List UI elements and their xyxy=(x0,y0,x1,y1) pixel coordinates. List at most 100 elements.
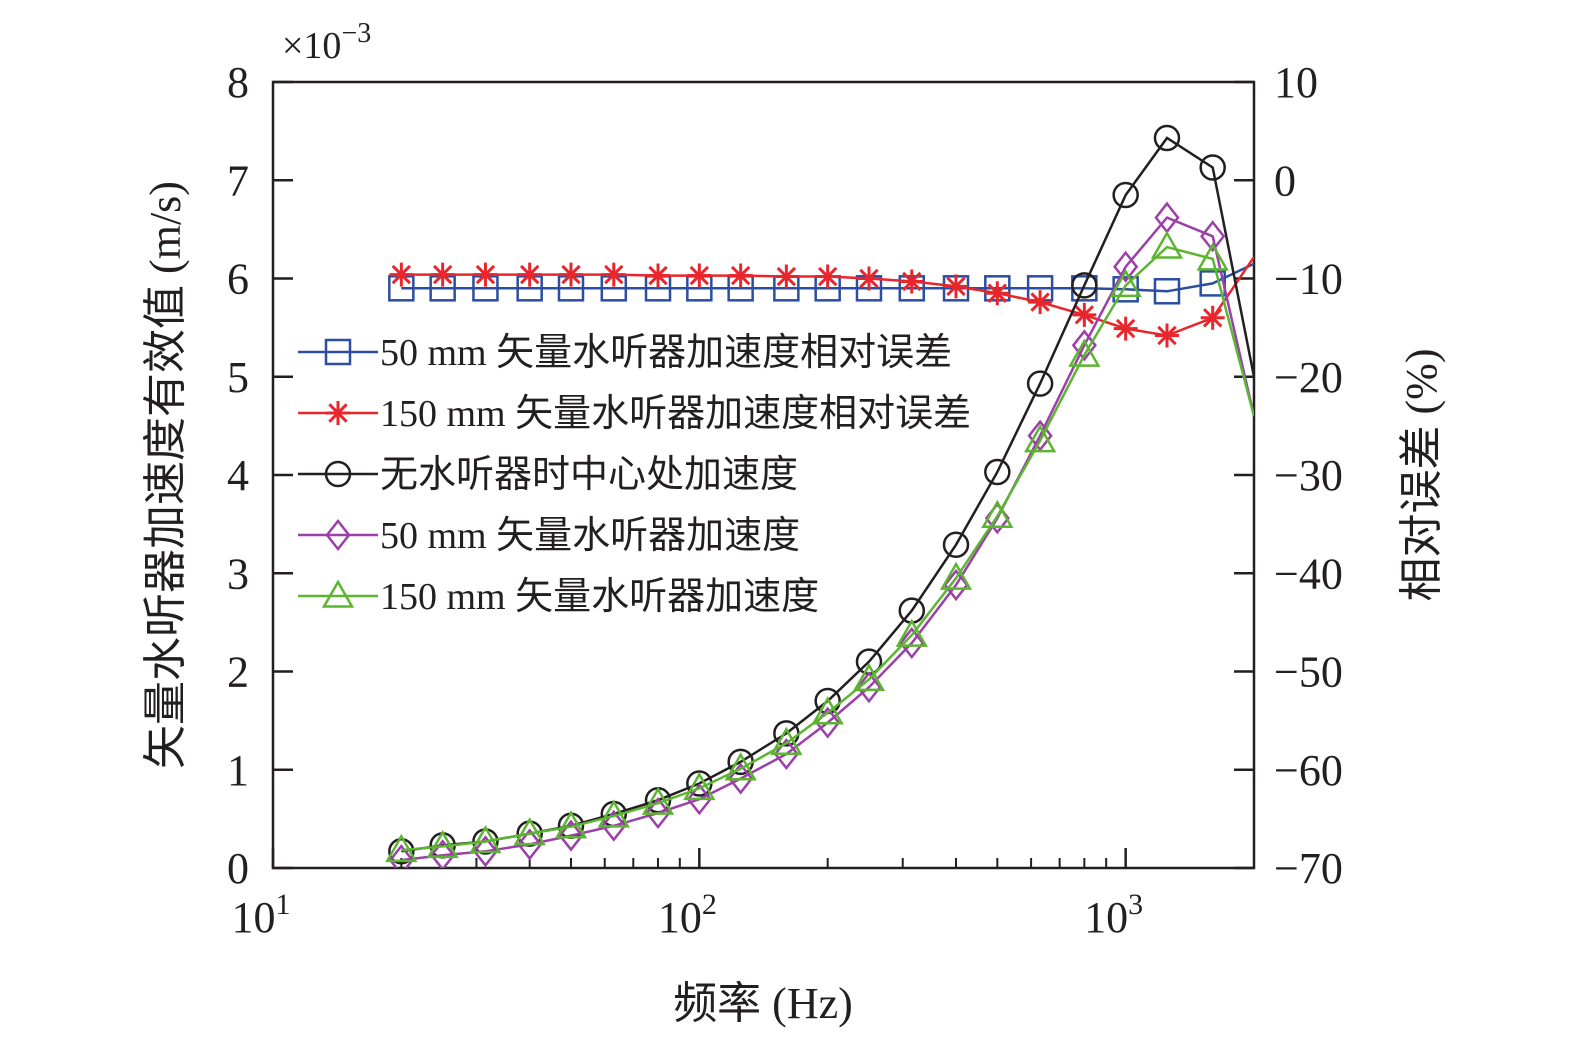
series-4-point xyxy=(1200,220,1226,253)
y-left-multiplier-exponent: −3 xyxy=(341,18,371,49)
axes-layer: 0 1 2 3 4 5 6 7 8 −70 −60 −50 −40 −30 −20 −10 0 10 101 102 1… xyxy=(227,58,1343,942)
series-4-point xyxy=(472,835,499,868)
legend-entry-5: 150 mm 矢量水听器加速度 xyxy=(298,576,819,618)
labels-layer: 频率 (Hz) 矢量水听器加速度有效值 (m/s) 相对误差 (%) ×10−3 xyxy=(141,18,1446,1028)
series-5-point xyxy=(513,817,546,846)
y-right-tick-label: −50 xyxy=(1274,648,1343,697)
series-layer xyxy=(385,124,1254,868)
x-axis-label: 频率 (Hz) xyxy=(673,979,853,1028)
series-5-point xyxy=(1023,424,1057,453)
y-right-tick-label: 0 xyxy=(1274,156,1296,205)
series-5-point xyxy=(981,499,1014,529)
series-5-point xyxy=(1150,230,1184,259)
series-4-point xyxy=(645,796,671,830)
x-tick-label: 103 xyxy=(1084,888,1143,942)
x-tick-label: 102 xyxy=(658,888,717,942)
y-left-multiplier-base: ×10 xyxy=(282,25,341,67)
series-3-point xyxy=(1199,154,1226,181)
series-5-point xyxy=(641,786,675,815)
y-left-tick-label: 1 xyxy=(227,746,249,795)
series-5-point xyxy=(1196,242,1229,271)
series-3-point xyxy=(388,838,415,865)
y-left-tick-label: 0 xyxy=(227,844,249,893)
series-5-line xyxy=(401,245,1254,852)
y-right-tick-label: −10 xyxy=(1274,255,1343,304)
series-2-point xyxy=(473,262,498,287)
y-right-tick-label: −60 xyxy=(1274,746,1343,795)
legend-entry-3: 无水听器时中心处加速度 xyxy=(298,454,798,496)
series-3-point xyxy=(1153,124,1181,152)
series-5-point xyxy=(724,752,757,781)
legend-marker xyxy=(325,518,351,552)
series-2-point xyxy=(1200,305,1225,330)
series-2-point xyxy=(815,264,840,289)
legend-label: 50 mm 矢量水听器加速度 xyxy=(380,515,800,557)
legend-label: 无水听器时中心处加速度 xyxy=(380,454,798,496)
legend-entry-2: 150 mm 矢量水听器加速度相对误差 xyxy=(298,393,971,435)
y-right-tick-label: −40 xyxy=(1274,549,1343,598)
series-4-point xyxy=(899,626,925,660)
series-5-point xyxy=(1109,268,1142,298)
series-5 xyxy=(385,230,1254,863)
series-2-point xyxy=(646,263,671,288)
y-left-tick-label: 3 xyxy=(227,549,249,598)
series-5-point xyxy=(770,726,803,755)
series-5-point xyxy=(597,799,630,828)
legend-entry-1: 50 mm 矢量水听器加速度相对误差 xyxy=(298,332,952,374)
series-4-point xyxy=(388,844,414,868)
series-5-point xyxy=(469,824,502,854)
y-left-axis-label: 矢量水听器加速度有效值 (m/s) xyxy=(141,181,190,769)
y-left-tick-label: 2 xyxy=(227,648,249,697)
series-5-point xyxy=(895,618,928,647)
series-2-point xyxy=(389,262,414,287)
series-2-point xyxy=(1113,316,1138,341)
y-right-tick-label: −70 xyxy=(1274,844,1343,893)
y-left-tick-label: 5 xyxy=(227,353,249,402)
series-4-point xyxy=(943,569,969,602)
legend-marker xyxy=(324,460,352,488)
series-2 xyxy=(389,256,1254,348)
series-5-point xyxy=(811,696,844,725)
series-5-point xyxy=(683,771,716,801)
series-2-point xyxy=(985,281,1010,306)
series-2-point xyxy=(558,262,583,287)
series-2-point xyxy=(601,262,626,287)
series-2-point xyxy=(1154,323,1179,348)
series-4-point xyxy=(558,819,584,852)
series-4-point xyxy=(517,828,543,861)
series-2-point xyxy=(856,266,881,291)
series-4-point xyxy=(1027,419,1053,452)
series-4-point xyxy=(686,783,712,816)
series-3-point xyxy=(1071,272,1098,299)
series-3-point xyxy=(984,458,1011,486)
series-5-point xyxy=(852,662,886,692)
series-2-point xyxy=(430,262,455,287)
series-4-point xyxy=(430,839,456,868)
series-4-point xyxy=(728,762,754,795)
legend-label: 50 mm 矢量水听器加速度相对误差 xyxy=(380,332,952,374)
legend-entry-4: 50 mm 矢量水听器加速度 xyxy=(298,515,800,557)
legend-label: 150 mm 矢量水听器加速度 xyxy=(380,576,819,618)
y-left-tick-label: 6 xyxy=(227,255,249,304)
series-5-point xyxy=(385,833,418,863)
series-3-point xyxy=(1112,181,1139,209)
legend-marker xyxy=(324,338,352,366)
series-2-point xyxy=(774,264,799,289)
y-left-multiplier: ×10−3 xyxy=(282,18,371,67)
legend-marker xyxy=(326,401,350,425)
series-5-point xyxy=(426,829,459,859)
series-5-point xyxy=(939,561,973,590)
y-right-axis-label: 相对误差 (%) xyxy=(1397,349,1446,602)
y-right-tick-label: −30 xyxy=(1274,451,1343,500)
series-4-point xyxy=(773,738,799,771)
series-2-point xyxy=(517,262,542,287)
legend-marker xyxy=(321,579,355,608)
series-4-point xyxy=(1113,250,1139,283)
series-5-point xyxy=(1068,338,1101,367)
series-1-point xyxy=(1153,278,1181,305)
series-3-point xyxy=(942,531,970,559)
series-2-point xyxy=(728,263,753,288)
x-tick-label: 101 xyxy=(232,888,291,942)
series-2-point xyxy=(1028,290,1053,315)
